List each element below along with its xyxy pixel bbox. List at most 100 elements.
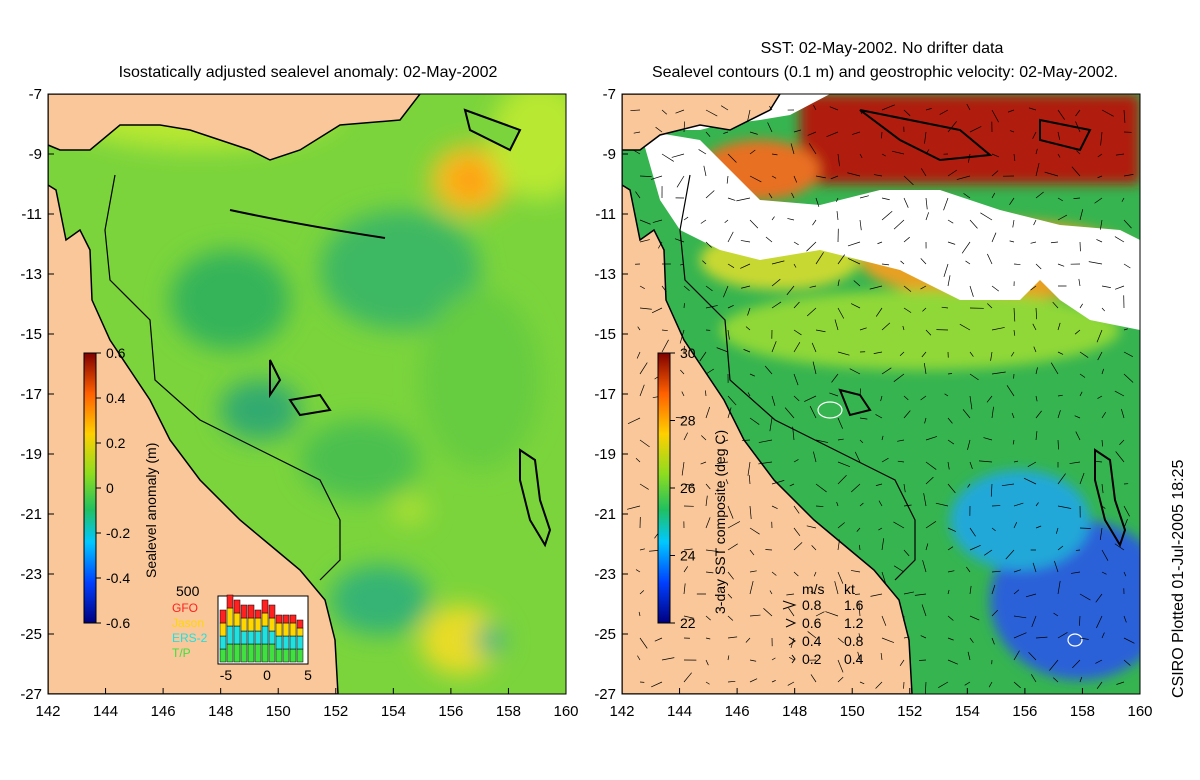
velocity-arrow xyxy=(705,659,709,666)
velocity-arrow xyxy=(903,175,914,186)
velocity-arrow xyxy=(875,307,883,317)
velocity-arrow xyxy=(1057,214,1068,221)
velocity-arrow xyxy=(683,672,692,683)
velocity-arrow xyxy=(771,657,776,661)
velocity-arrow xyxy=(966,103,971,111)
velocity-arrow xyxy=(771,153,778,156)
velocity-arrow xyxy=(740,263,751,269)
velocity-arrow xyxy=(875,681,883,689)
velocity-arrow xyxy=(1097,395,1103,399)
velocity-arrow xyxy=(1013,569,1022,573)
velocity-arrow xyxy=(705,131,711,137)
velocity-arrow xyxy=(991,637,995,645)
right-map-title-line1: SST: 02-May-2002. No drifter data xyxy=(760,40,1004,57)
velocity-arrow xyxy=(627,417,641,424)
velocity-arrow xyxy=(771,480,785,485)
velocity-arrow xyxy=(903,410,911,419)
velocity-arrow xyxy=(1114,390,1125,397)
velocity-arrow xyxy=(980,212,993,221)
velocity-arrow xyxy=(661,329,668,332)
velocity-arrow xyxy=(991,192,996,199)
velocity-arrow xyxy=(749,570,757,573)
velocity-arrow xyxy=(745,326,751,331)
inset-x-tick-label: -5 xyxy=(220,667,233,683)
velocity-arrow xyxy=(747,392,751,397)
velocity-arrow xyxy=(705,517,711,529)
velocity-arrow xyxy=(1097,175,1103,179)
velocity-arrow xyxy=(859,109,863,115)
velocity-arrow xyxy=(789,657,795,661)
velocity-arrow xyxy=(1101,411,1106,419)
velocity-arrow xyxy=(651,307,663,314)
velocity-arrow xyxy=(1123,518,1128,529)
velocity-arrow xyxy=(1101,285,1111,288)
velocity-arrow xyxy=(683,121,685,133)
velocity-arrow xyxy=(858,633,861,639)
velocity-arrow xyxy=(1035,525,1042,529)
sealevel-anomaly-map xyxy=(48,94,566,694)
inset-bar-segment xyxy=(268,630,276,645)
velocity-arrow xyxy=(1009,130,1015,133)
velocity-arrow xyxy=(661,339,669,353)
velocity-arrow xyxy=(991,285,1000,292)
velocity-arrow xyxy=(834,581,839,595)
inset-bar-segment xyxy=(282,635,290,650)
velocity-arrow xyxy=(1123,571,1127,577)
inset-bar-segment xyxy=(275,648,283,663)
velocity-arrow xyxy=(651,175,663,180)
velocity-arrow xyxy=(1035,636,1048,639)
left-y-tick-label: -25 xyxy=(20,626,42,643)
velocity-arrow xyxy=(705,368,715,375)
velocity-arrow xyxy=(1057,580,1061,595)
left-x-tick-label: 146 xyxy=(151,703,176,720)
velocity-arrow xyxy=(747,109,751,122)
velocity-arrow xyxy=(920,285,927,290)
velocity-arrow xyxy=(1079,351,1089,358)
velocity-arrow xyxy=(880,395,883,402)
sst-colorbar-tick-label: 24 xyxy=(680,548,696,564)
velocity-arrow xyxy=(1079,373,1086,378)
sst-map xyxy=(622,94,1140,694)
velocity-arrow xyxy=(727,153,737,163)
velocity-arrow xyxy=(1049,659,1059,671)
velocity-arrow xyxy=(1035,163,1040,177)
velocity-arrow xyxy=(745,637,751,643)
velocity-arrow xyxy=(1101,368,1104,375)
velocity-arrow xyxy=(1076,150,1081,155)
velocity-arrow xyxy=(655,126,663,133)
velocity-arrow xyxy=(758,461,773,465)
inset-bar-segment xyxy=(233,599,241,614)
velocity-arrow xyxy=(771,680,776,683)
velocity-arrow xyxy=(859,502,864,507)
velocity-arrow xyxy=(837,438,844,441)
velocity-arrow xyxy=(769,590,773,595)
right-y-tick-label: -17 xyxy=(594,386,616,403)
velocity-key-kt: 0.8 xyxy=(844,633,864,649)
velocity-arrow xyxy=(947,275,951,287)
inset-bar-segment xyxy=(247,643,255,663)
velocity-arrow xyxy=(859,681,865,685)
velocity-arrow xyxy=(771,175,777,179)
velocity-arrow xyxy=(1123,373,1134,383)
velocity-arrow xyxy=(1057,109,1065,120)
velocity-arrow xyxy=(990,483,993,497)
velocity-arrow xyxy=(1050,241,1059,244)
velocity-arrow xyxy=(1031,615,1037,628)
velocity-arrow xyxy=(837,474,847,485)
right-y-tick-label: -15 xyxy=(594,326,616,343)
velocity-arrow xyxy=(1001,483,1015,487)
velocity-arrow xyxy=(1096,239,1103,243)
inset-bar-segment xyxy=(240,630,248,645)
velocity-arrow xyxy=(1013,522,1018,529)
velocity-arrow xyxy=(1100,131,1103,146)
velocity-arrow xyxy=(1035,148,1038,155)
right-x-tick-label: 160 xyxy=(1127,703,1152,720)
velocity-arrow xyxy=(881,435,884,441)
velocity-arrow xyxy=(923,493,927,507)
velocity-arrow xyxy=(787,218,795,221)
velocity-arrow xyxy=(986,395,993,403)
velocity-key-ms: 0.8 xyxy=(802,597,822,613)
velocity-arrow xyxy=(813,104,817,111)
velocity-arrow xyxy=(947,417,953,424)
velocity-arrow xyxy=(705,241,712,248)
